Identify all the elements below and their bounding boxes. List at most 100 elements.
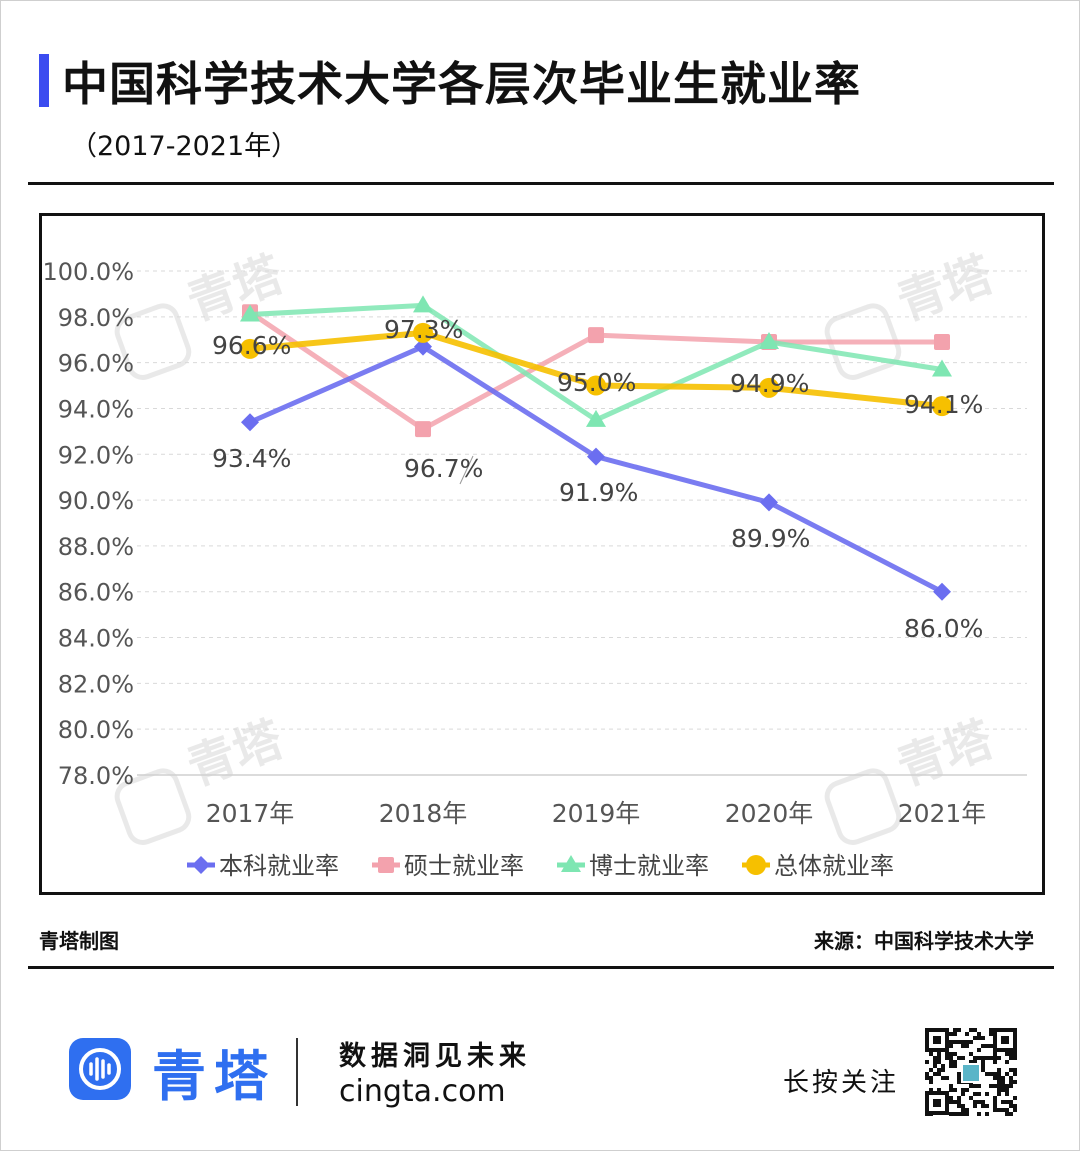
qr-module xyxy=(1013,1104,1017,1108)
qr-module xyxy=(949,1112,953,1116)
qr-module xyxy=(989,1028,993,1032)
qr-module xyxy=(953,1064,957,1068)
qr-module xyxy=(1005,1108,1009,1112)
data-point xyxy=(759,377,779,398)
qr-module xyxy=(1013,1072,1017,1076)
qr-module xyxy=(945,1076,949,1080)
qr-module xyxy=(1001,1100,1005,1104)
qr-module xyxy=(969,1028,973,1032)
qr-module xyxy=(937,1072,941,1076)
qr-module xyxy=(985,1104,989,1108)
qr-code-icon[interactable] xyxy=(923,1027,1018,1117)
legend-label: 本科就业率 xyxy=(219,852,339,880)
qr-module xyxy=(953,1112,957,1116)
qr-module xyxy=(941,1064,945,1068)
watermark-text: 青塔 xyxy=(890,711,1000,797)
qr-module xyxy=(961,1040,965,1044)
header-divider xyxy=(28,182,1054,185)
qr-module xyxy=(989,1072,993,1076)
qr-module xyxy=(985,1072,989,1076)
qr-module xyxy=(1013,1096,1017,1100)
qr-module xyxy=(1009,1052,1013,1056)
qr-module xyxy=(977,1092,981,1096)
qr-module xyxy=(925,1076,929,1080)
qr-module xyxy=(945,1056,949,1060)
data-point xyxy=(586,375,606,396)
data-label: 91.9% xyxy=(559,478,638,507)
qr-module xyxy=(1009,1100,1013,1104)
qr-module xyxy=(929,1080,933,1084)
qr-module xyxy=(993,1084,997,1088)
qr-module xyxy=(973,1056,977,1060)
qr-module xyxy=(933,1056,937,1060)
qr-module xyxy=(973,1036,977,1040)
y-tick-label: 78.0% xyxy=(58,762,134,790)
qr-module xyxy=(1005,1060,1009,1064)
data-point xyxy=(587,447,605,466)
legend-marker xyxy=(746,855,766,875)
data-point xyxy=(933,582,951,601)
qr-module xyxy=(985,1112,989,1116)
qr-module xyxy=(989,1032,993,1036)
qr-module xyxy=(1013,1056,1017,1060)
watermark-logo-icon xyxy=(824,768,902,845)
brand-name: 青塔 xyxy=(152,1045,276,1108)
qr-module xyxy=(1009,1104,1013,1108)
qr-module xyxy=(953,1028,957,1032)
qr-module xyxy=(949,1096,953,1100)
qr-module xyxy=(1013,1052,1017,1056)
qr-module xyxy=(973,1092,977,1096)
qr-module xyxy=(937,1060,941,1064)
qr-module xyxy=(937,1056,941,1060)
qr-module xyxy=(973,1104,977,1108)
qr-module xyxy=(945,1052,949,1056)
data-point xyxy=(240,338,260,359)
qr-module xyxy=(993,1076,997,1080)
qr-module xyxy=(929,1076,933,1080)
qr-module xyxy=(949,1084,953,1088)
qr-module xyxy=(949,1040,953,1044)
watermark-text: 青塔 xyxy=(180,711,290,797)
qr-module xyxy=(981,1100,985,1104)
qr-module xyxy=(941,1068,945,1072)
data-label: 86.0% xyxy=(904,614,983,643)
qr-module xyxy=(977,1036,981,1040)
qr-module xyxy=(997,1108,1001,1112)
qr-module xyxy=(961,1104,965,1108)
y-tick-label: 90.0% xyxy=(58,487,134,515)
qr-module xyxy=(981,1068,985,1072)
brand-website-link[interactable]: cingta.com xyxy=(339,1074,506,1109)
title-accent-bar xyxy=(39,54,49,107)
qr-module xyxy=(941,1076,945,1080)
qr-module xyxy=(1005,1088,1009,1092)
qr-module xyxy=(957,1076,961,1080)
legend-label: 硕士就业率 xyxy=(404,852,524,880)
brand-slogan: 数据洞见未来 xyxy=(339,1041,531,1072)
watermark-logo-icon xyxy=(114,303,192,380)
data-label: 96.7% xyxy=(404,454,483,483)
legend-marker xyxy=(561,855,581,872)
qr-module xyxy=(985,1056,989,1060)
qr-module xyxy=(965,1108,969,1112)
qr-module xyxy=(989,1056,993,1060)
page-title: 中国科学技术大学各层次毕业生就业率 xyxy=(62,57,861,111)
data-point xyxy=(932,396,952,417)
qr-module xyxy=(961,1092,965,1096)
qr-module xyxy=(981,1064,985,1068)
y-tick-label: 82.0% xyxy=(58,670,134,698)
qr-module xyxy=(993,1060,997,1064)
data-point xyxy=(241,413,259,432)
qr-module xyxy=(1009,1076,1013,1080)
legend-marker xyxy=(192,856,210,874)
qr-module xyxy=(949,1060,953,1064)
y-tick-label: 100.0% xyxy=(42,258,134,286)
qr-module xyxy=(997,1088,1001,1092)
data-point xyxy=(413,322,433,343)
qr-module xyxy=(969,1084,973,1088)
qr-module xyxy=(957,1040,961,1044)
watermark-text: 青塔 xyxy=(180,246,290,332)
qr-module xyxy=(961,1108,965,1112)
qr-module xyxy=(1009,1080,1013,1084)
qr-module xyxy=(949,1056,953,1060)
